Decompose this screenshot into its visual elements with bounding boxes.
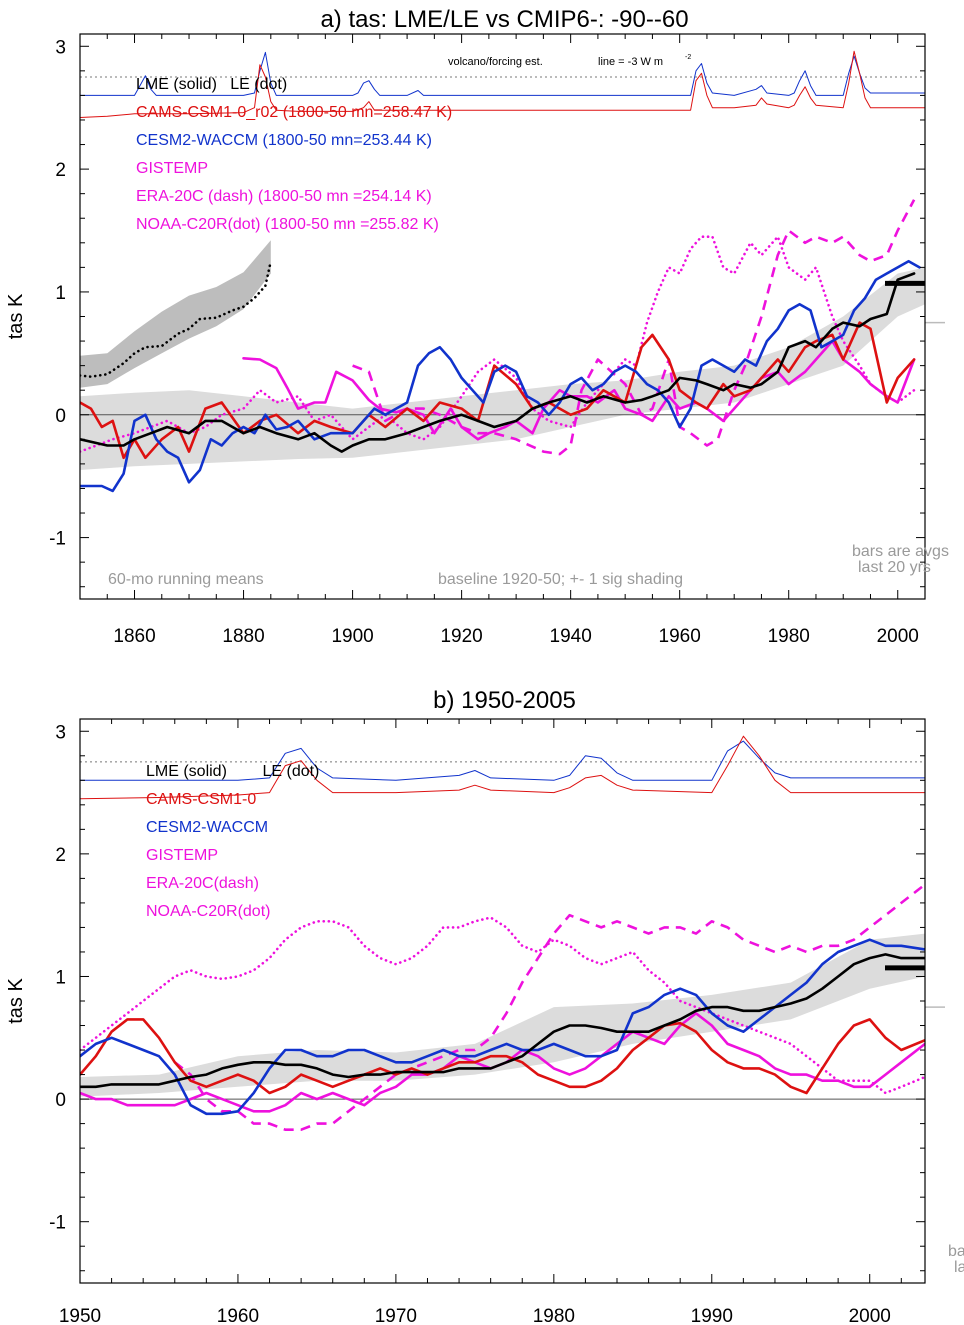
legend-entry: CESM2-WACCM [146, 819, 268, 836]
legend-entry: ERA-20C(dash) [146, 875, 259, 892]
lme-spread-shading [80, 933, 925, 1097]
plot-area [80, 735, 925, 1131]
x-tick-label: 1900 [331, 626, 373, 647]
x-tick-label: 1940 [550, 626, 592, 647]
y-tick-label: 1 [55, 967, 66, 988]
legend-entry: LME (solid) LE (dot) [146, 763, 319, 780]
y-tick-label: 1 [55, 283, 66, 304]
series-line-le [80, 259, 273, 378]
forcing-note-superscript: -2 [685, 54, 691, 61]
x-tick-label: 1860 [113, 626, 155, 647]
last-years-note: last 20 yrs [858, 559, 931, 576]
legend-entry: CAMS-CSM1-0_r02 (1800-50 mn=258.47 K) [136, 104, 452, 121]
x-tick-label: 2000 [877, 626, 919, 647]
series-line-noaa-c20r [80, 916, 925, 1095]
series-line-cams-csm1-0-forcing [80, 735, 925, 800]
series-line-cams-csm1-0 [80, 321, 916, 460]
x-tick-label: 1980 [768, 626, 810, 647]
running-mean-note: 60-mo running means [108, 571, 264, 588]
forcing-note: line = -3 W m [598, 56, 663, 68]
chart-title: a) tas: LME/LE vs CMIP6-: -90--60 [320, 6, 688, 33]
x-tick-label: 1970 [375, 1306, 417, 1325]
y-tick-label: 2 [55, 845, 66, 866]
clipped-note-1: ba [948, 1243, 964, 1260]
series-line-cams-csm1-0 [80, 1018, 925, 1095]
x-tick-label: 1960 [659, 626, 701, 647]
series-line-lme [80, 953, 925, 1089]
y-tick-label: 2 [55, 160, 66, 181]
series-line-cams-csm1-0-forcing [80, 50, 925, 118]
panel-a: 1860 1880 1900 1920 1940 1960 1980 2000 -1 0 1 2 3 a)… [5, 6, 949, 647]
legend-entry: NOAA-C20R(dot) (1800-50 mn =255.82 K) [136, 216, 439, 233]
series-line-cesm2-waccm [80, 938, 925, 1116]
series-line-era-20c [174, 883, 925, 1131]
legend-entry: CAMS-CSM1-0 [146, 791, 256, 808]
y-tick-label: 3 [55, 37, 66, 58]
y-tick-label: 3 [55, 722, 66, 743]
legend-entry: LME (solid) LE (dot) [136, 76, 287, 93]
x-tick-label: 1950 [59, 1306, 101, 1325]
plot-area [80, 50, 925, 493]
clipped-note-2: la [954, 1259, 964, 1276]
panel-b: 1950 1960 1970 1980 1990 2000 -1 0 1 2 3 b) 1950-20… [5, 687, 964, 1325]
legend-entry: NOAA-C20R(dot) [146, 903, 270, 920]
series-line-cesm2-waccm [80, 259, 921, 493]
x-tick-label: 1980 [533, 1306, 575, 1325]
volcano-note: volcano/forcing est. [448, 56, 543, 68]
y-tick-label: -1 [49, 1213, 66, 1234]
y-tick-label: 0 [55, 406, 66, 427]
legend-entry: ERA-20C (dash) (1800-50 mn =254.14 K) [136, 188, 432, 205]
y-axis-label: tas K [5, 293, 27, 339]
series-line-lme [80, 272, 916, 453]
baseline-note: baseline 1920-50; +- 1 sig shading [438, 571, 683, 588]
legend-entry: GISTEMP [136, 160, 208, 177]
y-axis-label: tas K [5, 978, 27, 1024]
x-tick-label: 1990 [691, 1306, 733, 1325]
x-tick-label: 1920 [440, 626, 482, 647]
series-line-cesm2-waccm-forcing [80, 740, 925, 781]
series-line-noaa-c20r [80, 235, 916, 453]
bars-note: bars are avgs [852, 543, 949, 560]
legend-entry: CESM2-WACCM (1800-50 mn=253.44 K) [136, 132, 432, 149]
series-line-gistemp [242, 339, 916, 441]
legend-entry: GISTEMP [146, 847, 218, 864]
x-tick-label: 1880 [222, 626, 264, 647]
chart-title: b) 1950-2005 [433, 687, 576, 714]
lme-spread-shading [80, 267, 925, 470]
y-tick-label: -1 [49, 529, 66, 550]
series-line-cesm2-waccm-forcing [80, 51, 925, 96]
x-tick-label: 1960 [217, 1306, 259, 1325]
le-spread-shading [80, 240, 271, 388]
x-tick-label: 2000 [849, 1306, 891, 1325]
y-tick-label: 0 [55, 1090, 66, 1111]
